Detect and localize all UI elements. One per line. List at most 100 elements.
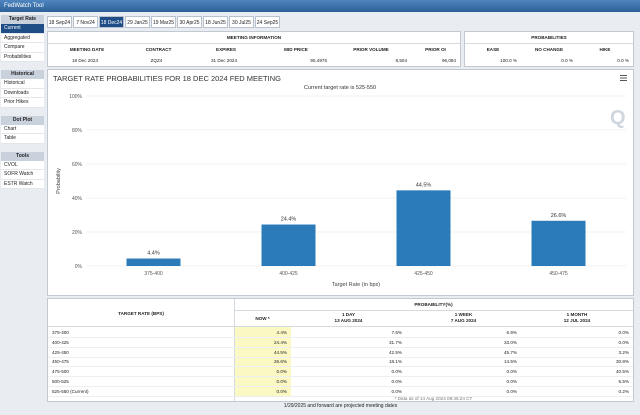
footnote: * Data as of 14 Aug 2024 08:45:24 CT [394, 396, 473, 401]
data-label: 26.6% [551, 213, 567, 219]
divider [48, 43, 460, 44]
x-tick-label: 400-425 [279, 271, 298, 277]
probability-cell: 0.0% [506, 369, 517, 375]
column-header: CONTRACT [145, 47, 172, 52]
meeting-tab[interactable]: 30 Jul25 [229, 16, 254, 28]
meeting-info: MEETING INFORMATION MEETING DATE 18 Dec 20… [47, 31, 461, 67]
sidebar-group: Historical [1, 70, 44, 79]
y-tick-label: 40% [72, 196, 83, 202]
cell-value: ZQZ4 [150, 58, 163, 63]
cell-value: 96,084 [441, 58, 456, 63]
sidebar: Target Rate Current Aggregated Compare Proba… [1, 15, 44, 189]
data-label: 4.4% [147, 251, 160, 257]
sidebar-group: Target Rate [1, 15, 44, 24]
divider [234, 310, 633, 311]
y-axis-label: Probability [56, 168, 62, 194]
probability-cell: 0.0% [391, 388, 402, 394]
data-label: 44.5% [416, 182, 432, 188]
y-tick-label: 0% [75, 264, 83, 270]
column-header: EASE [486, 47, 500, 52]
x-tick-label: 375-400 [144, 271, 163, 277]
bar [396, 190, 451, 266]
sidebar-item[interactable]: Chart [1, 124, 44, 134]
row-divider [48, 386, 633, 387]
column-header: EXPIRES [216, 47, 236, 52]
sidebar-item[interactable]: CVOL [1, 160, 44, 170]
probability-cell: 0.0% [618, 330, 629, 335]
column-header: PRIOR VOLUME [353, 47, 389, 52]
probability-cell: 0.0% [276, 379, 287, 384]
column-subheader: 12 JUL 2024 [563, 318, 591, 323]
cell-value: 100.0 % [500, 58, 517, 63]
sidebar-item[interactable]: Prior Hikes [1, 98, 44, 108]
meeting-tab[interactable]: 7 Nov24 [73, 16, 98, 28]
probability-cell: 0.0% [276, 369, 287, 375]
cell-value: 0.0 % [561, 58, 573, 63]
menu-icon[interactable] [620, 75, 627, 81]
rate-cell: 450-475 [52, 359, 69, 365]
y-tick-label: 80% [72, 128, 83, 134]
column-header: MEETING DATE [69, 47, 105, 52]
column-subheader: 13 AUG 2024 [334, 318, 363, 323]
probability-cell: 0.0% [506, 379, 517, 384]
x-tick-label: 425-450 [414, 271, 433, 277]
x-tick-label: 450-475 [549, 271, 568, 277]
y-tick-label: 60% [72, 162, 83, 168]
x-axis-label: Target Rate (in bps) [332, 282, 380, 288]
sidebar-item[interactable]: ESTR Watch [1, 179, 44, 189]
meeting-tab[interactable]: 30 Apr25 [177, 16, 202, 28]
sidebar-item[interactable]: Compare [1, 43, 44, 53]
probability-cell: 3.2% [618, 349, 629, 355]
meeting-tab[interactable]: 19 Mar25 [151, 16, 176, 28]
meeting-tab[interactable]: 18 Jun25 [203, 16, 228, 28]
probability-cell: 0.2% [618, 388, 629, 394]
y-tick-label: 20% [72, 230, 83, 236]
chart: TARGET RATE PROBABILITIES FOR 18 DEC 202… [53, 74, 627, 288]
cell-value: 31 Dec 2024 [210, 58, 238, 63]
sidebar-item[interactable]: Table [1, 134, 44, 144]
sidebar-item[interactable]: SOFR Watch [1, 170, 44, 180]
sidebar-item[interactable]: Current [1, 24, 44, 34]
column-subheader: 7 AUG 2024 [450, 318, 477, 323]
probability-cell: 7.6% [391, 330, 402, 335]
row-divider [48, 346, 633, 348]
row-divider [48, 395, 633, 397]
app-header: FedWatch Tool [0, 0, 640, 12]
probability-cell: 26.6% [273, 359, 287, 365]
probability-cell: 0.0% [391, 369, 402, 375]
section-title: PROBABILITIES [531, 35, 567, 40]
sidebar-item[interactable]: Probabilities [1, 52, 44, 62]
rate-cell: 500-525 [52, 379, 69, 384]
column-header: NO CHANGE [534, 47, 564, 52]
divider [48, 326, 633, 327]
chart-subtitle: Current target rate is 525-550 [304, 85, 376, 91]
probability-cell: 24.4% [273, 339, 287, 345]
rate-cell: 525-550 (Current) [52, 388, 89, 394]
sidebar-item[interactable]: Aggregated [1, 33, 44, 43]
probability-cell: 14.5% [503, 359, 517, 365]
column-header: MID PRICE [284, 47, 308, 52]
meeting-tab[interactable]: 24 Sep25 [255, 16, 280, 28]
sidebar-item[interactable]: Historical [1, 79, 44, 89]
row-divider [48, 376, 633, 378]
probability-cell: 4.4% [276, 330, 287, 335]
group-header: PROBABILITY(%) [414, 302, 453, 307]
probability-cell: 0.0% [506, 388, 517, 394]
column-header: 1 WEEK [454, 312, 473, 317]
column-header: NOW * [255, 316, 270, 321]
rate-cell: 400-425 [52, 339, 69, 345]
probability-cell: 6.9% [506, 330, 517, 335]
probability-cell: 33.0% [503, 339, 517, 345]
meeting-tab[interactable]: 18 Dec24 [99, 16, 124, 28]
watermark: Q [610, 107, 626, 129]
probability-cell: 31.7% [388, 339, 402, 345]
meeting-tab[interactable]: 29 Jan25 [125, 16, 150, 28]
bar [531, 220, 586, 266]
row-divider [48, 337, 633, 338]
cell-value: 8,504 [395, 58, 408, 63]
footer-note: 1/29/2025 and forward are projected meet… [283, 403, 398, 409]
sidebar-item[interactable]: Downloads [1, 88, 44, 98]
probability-table: TARGET RATE (BPS) PROBABILITY(%) NOW * 1 DA… [47, 298, 634, 402]
meeting-tab[interactable]: 18 Sep24 [47, 16, 72, 28]
